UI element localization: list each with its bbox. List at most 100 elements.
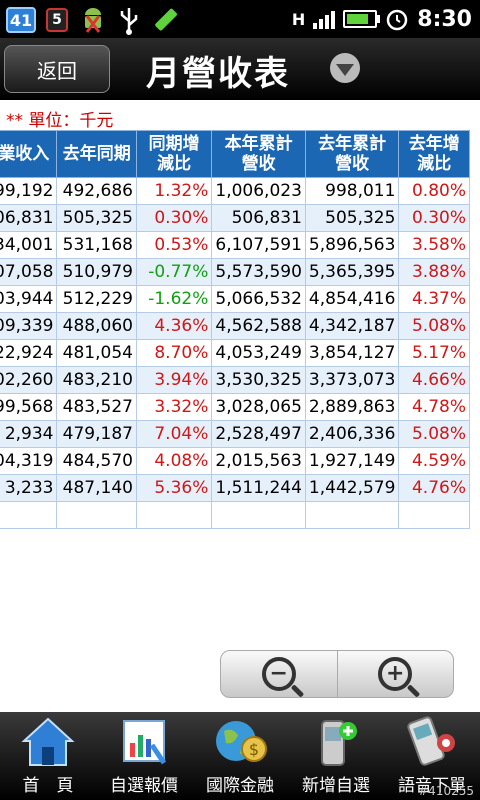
table-row[interactable]: 34,001531,1680.53%6,107,5915,896,5633.58…	[0, 231, 470, 259]
zoom-out-icon: −	[261, 657, 296, 691]
table-cell: 99,192	[0, 177, 58, 205]
table-cell	[304, 501, 400, 529]
voice-phone-icon	[407, 716, 455, 766]
alarm-icon	[387, 9, 408, 31]
chevron-down-icon[interactable]	[330, 53, 360, 83]
page-title: 月營收表	[146, 54, 290, 94]
table-row[interactable]: 07,058510,979-0.77%5,573,5905,365,3953.8…	[0, 258, 470, 286]
table-cell: 5.36%	[135, 474, 213, 502]
table-cell: 510,979	[56, 258, 137, 286]
table-cell: 3,233	[0, 474, 58, 502]
table-cell	[135, 501, 213, 529]
table-cell: 3.32%	[135, 393, 213, 421]
add-phone-icon	[321, 720, 357, 766]
table-cell: 5,896,563	[304, 231, 400, 259]
table-cell: 09,339	[0, 312, 58, 340]
nav-label-watchlist: 自選報價	[110, 776, 178, 796]
table-cell: 03,944	[0, 285, 58, 313]
table-cell: 4.66%	[398, 366, 470, 394]
table-cell: 1.32%	[135, 177, 213, 205]
signal-strength-icon	[313, 9, 336, 29]
network-type-indicator: H	[291, 9, 306, 29]
table-row[interactable]: 03,944512,229-1.62%5,066,5324,854,4164.3…	[0, 285, 470, 313]
table-cell: -0.77%	[135, 258, 213, 286]
back-button[interactable]: 返回	[4, 45, 110, 93]
table-cell: 4,342,187	[304, 312, 400, 340]
table-cell: 483,527	[56, 393, 137, 421]
column-header: 去年累計 營收	[304, 130, 400, 178]
table-cell: 8.70%	[135, 339, 213, 367]
zoom-in-icon: +	[378, 657, 413, 691]
table-cell: 06,831	[0, 204, 58, 232]
table-cell: 2,528,497	[211, 420, 306, 448]
table-cell: 3.58%	[398, 231, 470, 259]
table-cell: 5.17%	[398, 339, 470, 367]
table-cell: 479,187	[56, 420, 137, 448]
table-row[interactable]: 3,233 487,140 5.36% 1,511,244 1,442,579 4.76%	[0, 474, 470, 502]
nav-item-add-watchlist[interactable]: 新增自選	[288, 712, 384, 800]
table-cell: 4.76%	[398, 474, 470, 502]
table-cell: 0.30%	[398, 204, 470, 232]
table-row[interactable]: 2,934 479,187 7.04% 2,528,497 2,406,336 5.08%	[0, 420, 470, 448]
nav-label-voice-order: 語音下單	[398, 776, 466, 796]
column-header: 同期增 減比	[135, 130, 213, 178]
battery-icon	[343, 10, 381, 28]
table-cell: 6,107,591	[211, 231, 306, 259]
unit-label: ** 單位：千元	[6, 111, 114, 131]
table-row[interactable]: 04,319484,5704.08%2,015,5631,927,1494.59…	[0, 447, 470, 475]
table-cell	[398, 501, 470, 529]
table-row[interactable]: 02,260483,2103.94%3,530,3253,373,0734.66…	[0, 366, 470, 394]
title-bar: 返回 月營收表	[0, 38, 480, 100]
column-header: 本年累計 營收	[211, 130, 306, 178]
table-cell: 2,015,563	[211, 447, 306, 475]
table-cell: 0.80%	[398, 177, 470, 205]
table-cell: 4,854,416	[304, 285, 400, 313]
table-cell: 1,927,149	[304, 447, 400, 475]
table-cell: 512,229	[56, 285, 137, 313]
stock-app-notification-icon: 5	[46, 8, 68, 32]
table-cell: 3.88%	[398, 258, 470, 286]
table-cell: 483,210	[56, 366, 137, 394]
nav-item-international[interactable]: $ 國際金融	[192, 712, 288, 800]
table-cell: 505,325	[304, 204, 400, 232]
table-cell: 4.36%	[135, 312, 213, 340]
table-cell: 34,001	[0, 231, 58, 259]
home-icon	[21, 717, 75, 766]
table-row[interactable]: 99,568483,5273.32%3,028,0652,889,8634.78…	[0, 393, 470, 421]
column-header: 業收入	[0, 130, 58, 178]
table-row[interactable]: 22,924481,0548.70%4,053,2493,854,1275.17…	[0, 339, 470, 367]
table-cell	[211, 501, 306, 529]
table-cell: 7.04%	[135, 420, 213, 448]
clock: 8:30	[417, 6, 472, 32]
notification-badge: 41	[6, 7, 36, 33]
table-cell: 3,373,073	[304, 366, 400, 394]
table-cell: 99,568	[0, 393, 58, 421]
table-cell: 2,889,863	[304, 393, 400, 421]
zoom-in-button[interactable]: +	[336, 651, 454, 697]
zoom-out-button[interactable]: −	[221, 651, 337, 697]
svg-text:$: $	[249, 740, 259, 759]
nav-item-voice-order[interactable]: 語音下單	[384, 712, 480, 800]
table-header-row: 業收入 去年同期 同期增 減比 本年累計 營收 去年累計 營收 去年增 減比	[0, 130, 470, 178]
table-row[interactable]	[0, 501, 470, 529]
table-cell: 2,934	[0, 420, 58, 448]
table-cell: 5,573,590	[211, 258, 306, 286]
table-cell: 4.37%	[398, 285, 470, 313]
table-cell: 488,060	[56, 312, 137, 340]
table-cell: 484,570	[56, 447, 137, 475]
globe-money-icon: $	[216, 721, 267, 762]
table-cell: 2,406,336	[304, 420, 400, 448]
status-bar: 41 5 H 8:30	[0, 0, 480, 38]
usb-icon	[120, 8, 138, 35]
table-cell: 5.08%	[398, 420, 470, 448]
bottom-navigation: 首 頁 自選報價 $ 國際金融 新增自選	[0, 712, 480, 800]
nav-item-home[interactable]: 首 頁	[0, 712, 96, 800]
table-cell: 481,054	[56, 339, 137, 367]
table-cell: 506,831	[211, 204, 306, 232]
table-row[interactable]: 09,339488,0604.36%4,562,5884,342,1875.08…	[0, 312, 470, 340]
nav-item-watchlist[interactable]: 自選報價	[96, 712, 192, 800]
table-cell: 5,066,532	[211, 285, 306, 313]
